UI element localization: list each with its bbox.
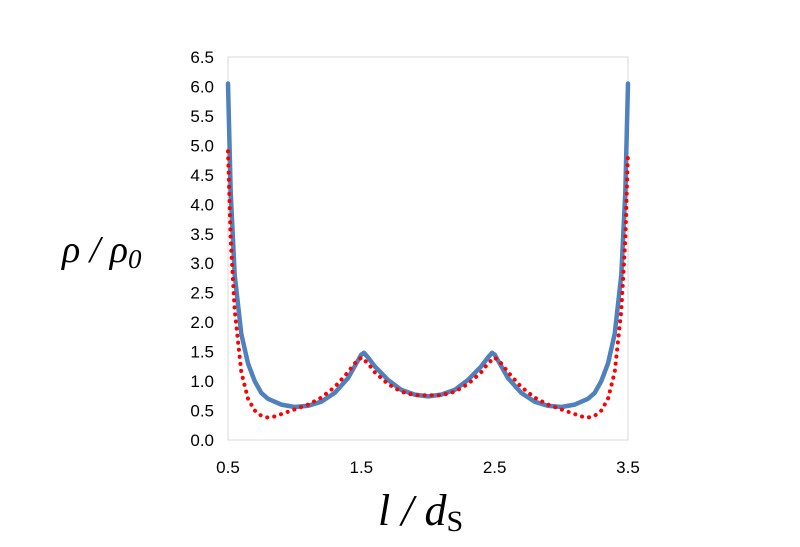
y-axis: 0.0 0.5 1.0 1.5 2.0 2.5 3.0 3.5 4.0 4.5 5.0 5.5 6.0 6… xyxy=(190,48,214,450)
y-tick-label: 1.5 xyxy=(190,343,214,362)
y-axis-label: ρ / ρ0 xyxy=(61,229,142,274)
y-tick-label: 6.5 xyxy=(190,48,214,67)
y-tick-label: 5.0 xyxy=(190,136,214,155)
x-axis-label-sub: S xyxy=(446,505,463,538)
y-axis-label-main: ρ / ρ xyxy=(61,229,128,271)
plot-frame xyxy=(227,56,629,441)
y-tick-label: 1.0 xyxy=(190,372,214,391)
x-tick-label: 3.5 xyxy=(616,458,640,477)
y-axis-label-sub: 0 xyxy=(128,244,142,274)
series-line-solid xyxy=(225,81,631,410)
x-tick-label: 0.5 xyxy=(216,458,240,477)
series-line-dotted xyxy=(226,149,630,420)
y-tick-label: 0.5 xyxy=(190,402,214,421)
y-tick-label: 4.5 xyxy=(190,166,214,185)
x-tick-label: 2.5 xyxy=(483,458,507,477)
y-tick-label: 3.0 xyxy=(190,254,214,273)
y-tick-label: 3.5 xyxy=(190,225,214,244)
x-axis-label: l / dS xyxy=(378,486,463,538)
y-tick-label: 2.5 xyxy=(190,284,214,303)
y-tick-label: 6.0 xyxy=(190,77,214,96)
x-axis: 0.5 1.5 2.5 3.5 xyxy=(216,458,640,477)
x-axis-label-main: l / d xyxy=(378,486,447,535)
y-tick-label: 0.0 xyxy=(190,431,214,450)
y-tick-label: 2.0 xyxy=(190,313,214,332)
x-tick-label: 1.5 xyxy=(350,458,374,477)
y-tick-label: 5.5 xyxy=(190,107,214,126)
y-tick-label: 4.0 xyxy=(190,195,214,214)
series-layer xyxy=(225,81,631,420)
